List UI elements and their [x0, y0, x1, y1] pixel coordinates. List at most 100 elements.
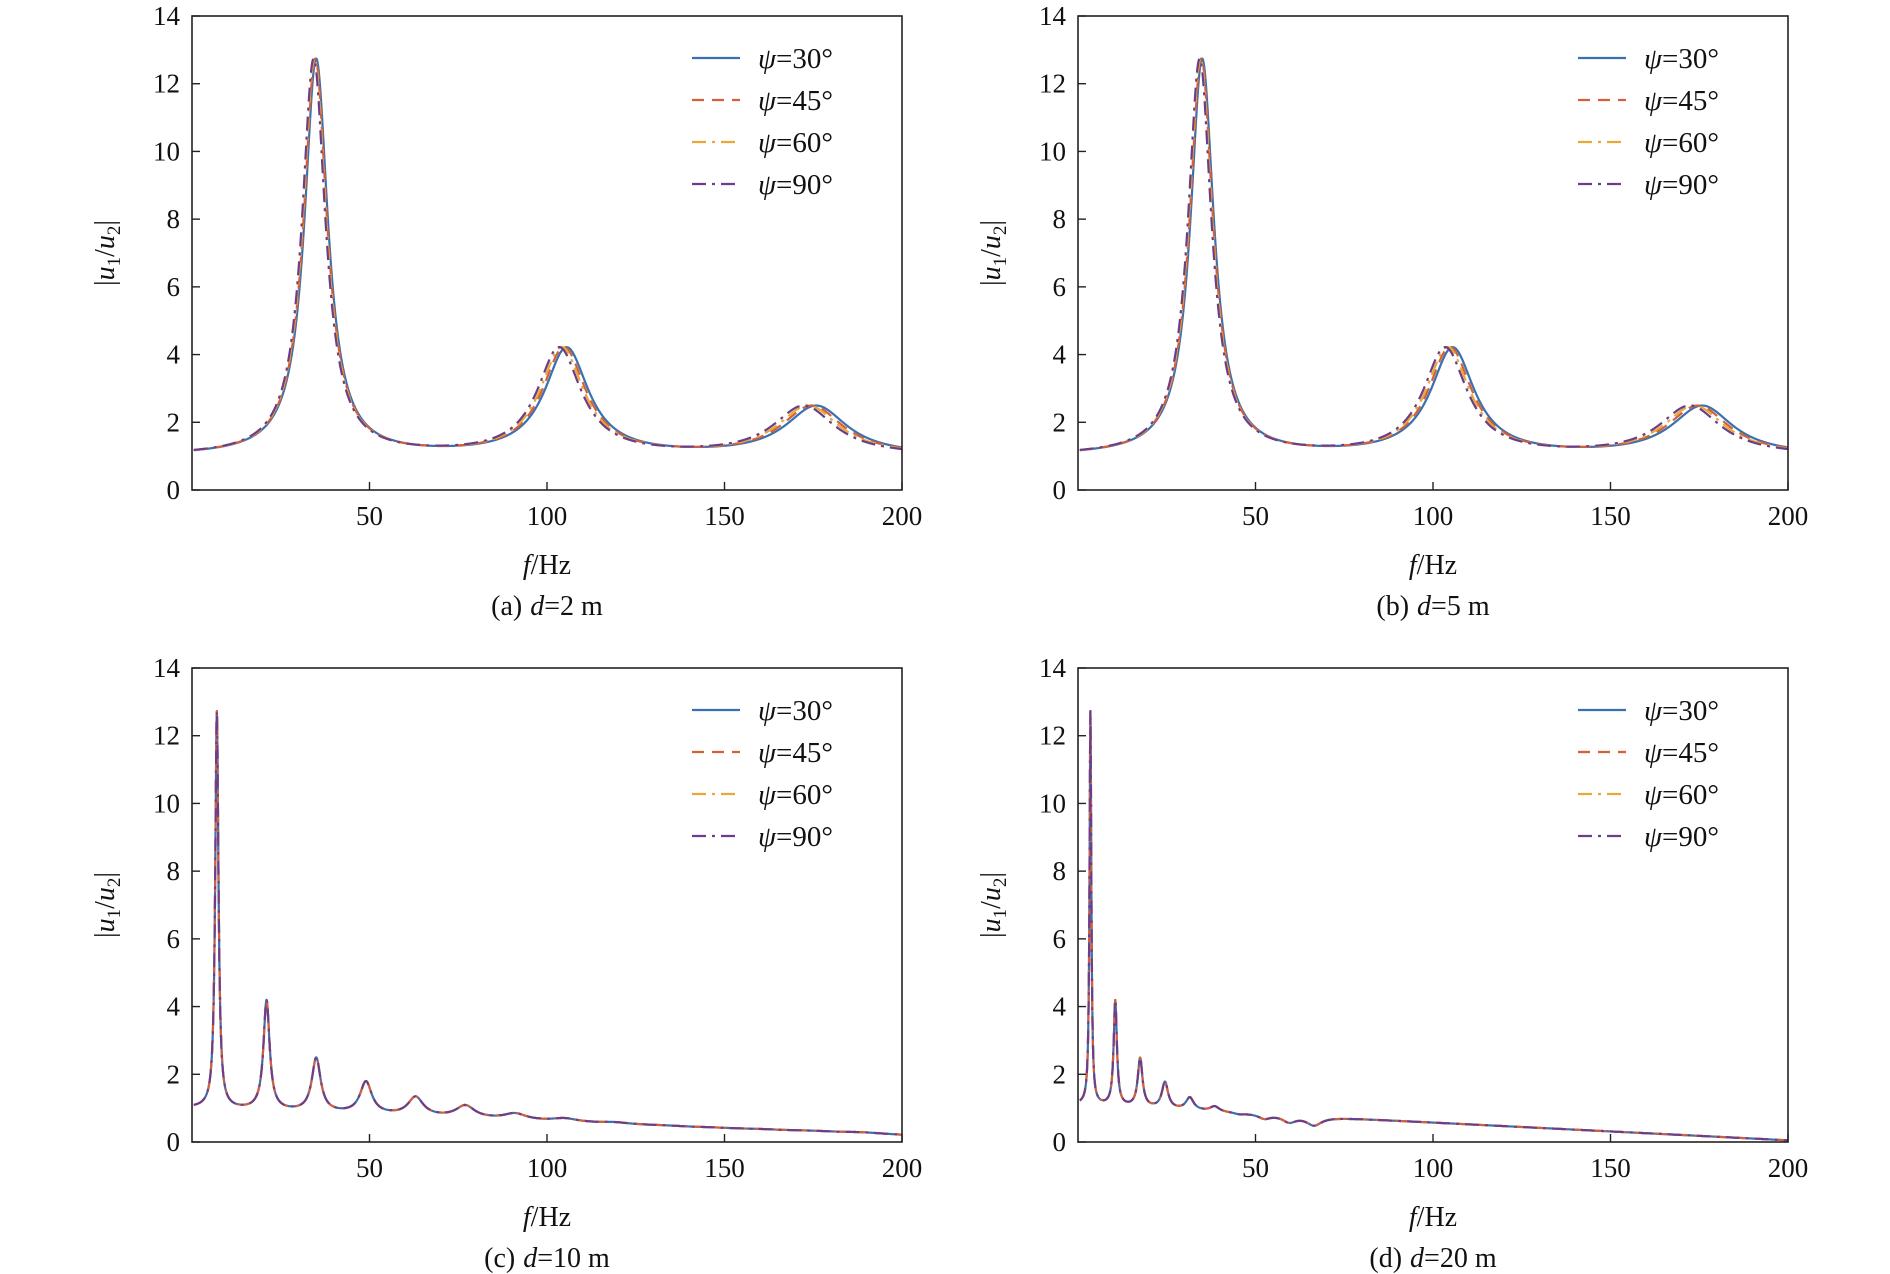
series-line-psi90 [193, 57, 902, 452]
x-tick-label: 200 [882, 1153, 923, 1183]
series-line-psi60 [193, 57, 902, 452]
legend-entry: ψ=30° [758, 695, 833, 727]
legend: ψ=30° ψ=45° ψ=60° ψ=90° [1578, 43, 1719, 201]
panel-d: 0 2 4 6 8 10 12 14 50 100 150 200 f/Hz |u1/u2| (d) d=20… [976, 653, 1808, 1274]
series-line-psi60 [193, 709, 902, 1136]
series-group [1079, 57, 1788, 452]
y-tick-label: 10 [153, 136, 180, 166]
legend-entry: ψ=30° [1644, 43, 1719, 75]
y-tick-label: 8 [167, 204, 181, 234]
y-tick-label: 12 [153, 721, 180, 751]
y-tick-label: 12 [1039, 721, 1066, 751]
x-tick-label: 50 [1242, 1153, 1269, 1183]
y-tick-label: 6 [167, 924, 181, 954]
series-line-psi45 [1079, 710, 1788, 1142]
series-line-psi60 [1079, 57, 1788, 452]
legend-entry: ψ=45° [758, 85, 833, 117]
legend-entry: ψ=60° [758, 779, 833, 811]
y-tick-label: 2 [167, 407, 181, 437]
y-tick-label: 14 [1039, 1, 1067, 31]
x-tick-label: 150 [1590, 1153, 1631, 1183]
legend-entry: ψ=60° [1644, 127, 1719, 159]
panel-b: 0 2 4 6 8 10 12 14 50 100 150 200 f/Hz |u1/u2| (b) d=5 … [976, 1, 1808, 622]
y-tick-label: 0 [1053, 475, 1067, 505]
series-line-psi90 [1079, 57, 1788, 452]
y-axis-label: |u1/u2| [976, 220, 1011, 286]
y-tick-label: 0 [167, 1127, 181, 1157]
y-tick-label: 2 [167, 1059, 181, 1089]
x-tick-label: 100 [1413, 501, 1454, 531]
legend-entry: ψ=60° [758, 127, 833, 159]
y-tick-label: 12 [153, 69, 180, 99]
y-tick-label: 10 [153, 788, 180, 818]
x-tick-label: 100 [527, 1153, 568, 1183]
series-line-psi30 [1079, 57, 1788, 452]
x-tick-label: 150 [704, 501, 745, 531]
legend-entry: ψ=90° [758, 821, 833, 853]
panel-caption: (b) d=5 m [1376, 591, 1489, 622]
y-tick-label: 4 [167, 992, 181, 1022]
legend: ψ=30° ψ=45° ψ=60° ψ=90° [692, 695, 833, 853]
x-tick-label: 200 [1768, 501, 1809, 531]
legend-entry: ψ=45° [758, 737, 833, 769]
series-line-psi30 [1079, 710, 1788, 1142]
legend-entry: ψ=90° [1644, 821, 1719, 853]
y-axis-label: |u1/u2| [90, 872, 125, 938]
y-tick-label: 10 [1039, 136, 1066, 166]
y-tick-label: 8 [167, 856, 181, 886]
x-tick-label: 150 [1590, 501, 1631, 531]
series-group [193, 57, 902, 452]
x-axis-label: f/Hz [523, 1202, 571, 1233]
panel-caption: (c) d=10 m [484, 1243, 610, 1274]
y-tick-label: 14 [153, 653, 181, 683]
legend-entry: ψ=90° [758, 169, 833, 201]
y-tick-label: 14 [153, 1, 181, 31]
x-axis-label: f/Hz [1409, 1202, 1457, 1233]
x-tick-label: 50 [356, 501, 383, 531]
x-tick-label: 150 [704, 1153, 745, 1183]
y-tick-label: 6 [167, 272, 181, 302]
y-tick-label: 8 [1053, 204, 1067, 234]
panel-a: 0 2 4 6 8 10 12 14 50 100 150 200 f/Hz |u1/u2| (a) d=2 … [90, 1, 922, 622]
x-axis-label: f/Hz [523, 550, 571, 581]
panel-caption: (a) d=2 m [491, 591, 603, 622]
series-line-psi30 [193, 709, 902, 1136]
y-tick-label: 6 [1053, 924, 1067, 954]
x-tick-label: 50 [1242, 501, 1269, 531]
legend-entry: ψ=45° [1644, 737, 1719, 769]
legend: ψ=30° ψ=45° ψ=60° ψ=90° [692, 43, 833, 201]
y-tick-label: 6 [1053, 272, 1067, 302]
series-group [193, 709, 902, 1136]
x-tick-label: 100 [1413, 1153, 1454, 1183]
legend: ψ=30° ψ=45° ψ=60° ψ=90° [1578, 695, 1719, 853]
panel-caption: (d) d=20 m [1369, 1243, 1496, 1274]
y-tick-label: 4 [1053, 992, 1067, 1022]
panel-c: 0 2 4 6 8 10 12 14 50 100 150 200 f/Hz |u1/u2| (c) d=10… [90, 653, 922, 1274]
y-tick-label: 2 [1053, 1059, 1067, 1089]
y-tick-label: 4 [167, 340, 181, 370]
y-tick-label: 0 [1053, 1127, 1067, 1157]
series-line-psi90 [1079, 710, 1788, 1142]
y-axis-label: |u1/u2| [976, 872, 1011, 938]
series-line-psi60 [1079, 710, 1788, 1142]
series-line-psi45 [193, 709, 902, 1136]
y-axis-label: |u1/u2| [90, 220, 125, 286]
legend-entry: ψ=45° [1644, 85, 1719, 117]
legend-entry: ψ=60° [1644, 779, 1719, 811]
series-line-psi30 [193, 57, 902, 452]
legend-entry: ψ=30° [1644, 695, 1719, 727]
legend-entry: ψ=30° [758, 43, 833, 75]
y-tick-label: 14 [1039, 653, 1067, 683]
x-axis-label: f/Hz [1409, 550, 1457, 581]
y-tick-label: 2 [1053, 407, 1067, 437]
x-tick-label: 50 [356, 1153, 383, 1183]
x-tick-label: 200 [1768, 1153, 1809, 1183]
legend-entry: ψ=90° [1644, 169, 1719, 201]
y-tick-label: 10 [1039, 788, 1066, 818]
y-tick-label: 0 [167, 475, 181, 505]
series-group [1079, 710, 1788, 1142]
y-tick-label: 12 [1039, 69, 1066, 99]
series-line-psi90 [193, 709, 902, 1136]
y-tick-label: 8 [1053, 856, 1067, 886]
